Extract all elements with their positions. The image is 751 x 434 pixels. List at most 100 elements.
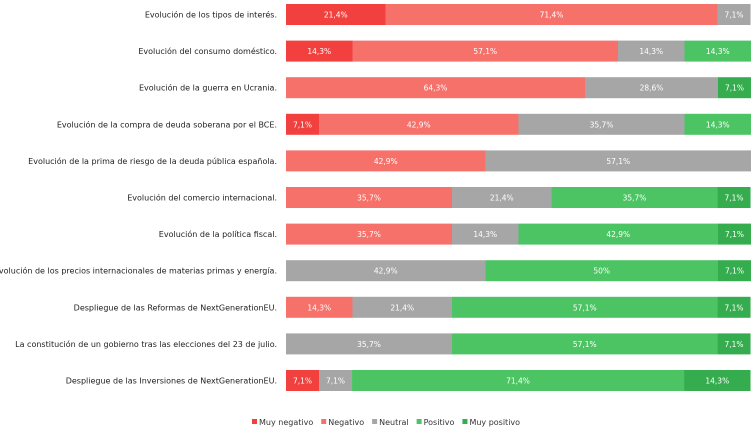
category-label: Despliegue de las Reformas de NextGenera… — [74, 303, 277, 312]
bar-segment — [319, 113, 519, 135]
bar-segment — [452, 223, 519, 245]
data-label: 7,1% — [724, 340, 743, 349]
legend-item: Positivo — [416, 418, 455, 427]
data-label: 7,1% — [326, 377, 345, 386]
data-label: 50% — [593, 267, 610, 276]
bar-segment — [385, 4, 718, 25]
bar-segment — [485, 150, 751, 172]
data-label: 35,7% — [590, 120, 614, 129]
bar-segment — [352, 370, 685, 391]
data-label: 28,6% — [640, 84, 664, 93]
data-label: 57,1% — [573, 303, 597, 312]
bar-segment — [352, 40, 619, 62]
bar-segment — [286, 150, 486, 172]
bar-segment — [717, 296, 751, 318]
data-label: 35,7% — [357, 340, 381, 349]
bar-segment — [286, 223, 453, 245]
legend-swatch — [416, 419, 422, 424]
bar-segment — [717, 260, 751, 282]
bar-segment — [585, 77, 718, 99]
category-label: Evolución del comercio internacional. — [127, 193, 277, 203]
data-label: 7,1% — [725, 267, 744, 276]
legend-item: Neutral — [372, 418, 409, 427]
data-label: 21,4% — [490, 194, 514, 203]
category-label: Evolución de los precios internacionales… — [0, 266, 277, 276]
data-label: 42,9% — [407, 120, 431, 129]
legend-swatch — [462, 419, 468, 424]
category-label: La constitución de un gobierno tras las … — [15, 339, 277, 349]
data-label: 35,7% — [357, 194, 381, 203]
data-label: 14,3% — [307, 303, 331, 312]
bar-segment — [286, 4, 386, 25]
bar-segment — [485, 260, 718, 282]
category-label: Evolución del consumo doméstico. — [138, 46, 277, 56]
bar-segment — [518, 113, 685, 135]
bar-segment — [684, 40, 751, 62]
bar-segment — [684, 113, 751, 135]
category-label: Evolución de la compra de deuda soberana… — [57, 119, 277, 129]
data-label: 14,3% — [307, 47, 331, 56]
category-label: Evolución de los tipos de interés. — [145, 10, 277, 20]
category-label: Evolución de la prima de riesgo de la de… — [28, 156, 277, 166]
data-label: 57,1% — [573, 340, 597, 349]
legend-swatch — [372, 419, 378, 424]
bar-segment — [717, 223, 751, 245]
bar-segment — [452, 187, 552, 208]
legend-label: Negativo — [328, 418, 364, 427]
data-label: 7,1% — [725, 84, 744, 93]
data-label: 42,9% — [374, 157, 398, 166]
legend-swatch — [321, 419, 327, 424]
data-label: 7,1% — [724, 194, 743, 203]
bar-segment — [286, 260, 486, 282]
data-label: 57,1% — [473, 47, 497, 56]
legend-item: Negativo — [321, 418, 364, 427]
data-label: 42,9% — [374, 267, 398, 276]
data-label: 14,3% — [706, 47, 730, 56]
bar-segment — [286, 40, 353, 62]
bar-segment — [286, 187, 453, 208]
data-label: 21,4% — [390, 303, 414, 312]
data-label: 35,7% — [357, 230, 381, 239]
category-label: Despliegue de las Inversiones de NextGen… — [66, 377, 277, 386]
data-label: 21,4% — [324, 11, 348, 20]
bar-segment — [717, 187, 751, 208]
data-label: 7,1% — [293, 377, 312, 386]
data-label: 71,4% — [540, 11, 564, 20]
category-label: Evolución de la guerra en Ucrania. — [139, 83, 277, 93]
data-label: 42,9% — [606, 230, 630, 239]
data-label: 14,3% — [706, 120, 730, 129]
data-label: 7,1% — [293, 120, 312, 129]
bar-segment — [452, 296, 718, 318]
data-label: 7,1% — [724, 303, 743, 312]
bar-segment — [286, 370, 320, 391]
legend-label: Muy positivo — [469, 418, 520, 427]
bar-segment — [286, 296, 353, 318]
category-labels: Evolución de los tipos de interés. Evoluc… — [0, 10, 277, 386]
bar-segment — [286, 333, 453, 355]
data-label: 14,3% — [473, 230, 497, 239]
category-label: Evolución de la política fiscal. — [159, 229, 277, 239]
bar-segment — [286, 77, 585, 99]
legend-item: Muy positivo — [462, 418, 520, 427]
legend-swatch — [252, 419, 257, 424]
data-label: 7,1% — [725, 230, 744, 239]
bar-segment — [717, 77, 751, 99]
bar-segment — [684, 370, 751, 391]
data-label: 14,3% — [705, 377, 729, 386]
legend-label: Muy negativo — [259, 418, 313, 427]
bar-segment — [452, 333, 718, 355]
bar-segment — [618, 40, 685, 62]
legend: Muy negativo Negativo Neutral Positivo Muy p… — [252, 418, 520, 427]
bar-segment — [717, 4, 751, 25]
data-label: 71,4% — [506, 377, 530, 386]
data-label: 64,3% — [424, 84, 448, 93]
data-label: 35,7% — [623, 194, 647, 203]
bars: 21,4% 71,4% 7,1% 14,3% 57,1% 14,3% 14,3% 64,3% 2… — [286, 4, 751, 391]
bar-segment — [319, 370, 353, 391]
bar-segment — [286, 113, 320, 135]
data-label: 7,1% — [724, 11, 743, 20]
legend-label: Neutral — [379, 418, 409, 427]
data-label: 14,3% — [639, 47, 663, 56]
data-label: 57,1% — [606, 157, 630, 166]
